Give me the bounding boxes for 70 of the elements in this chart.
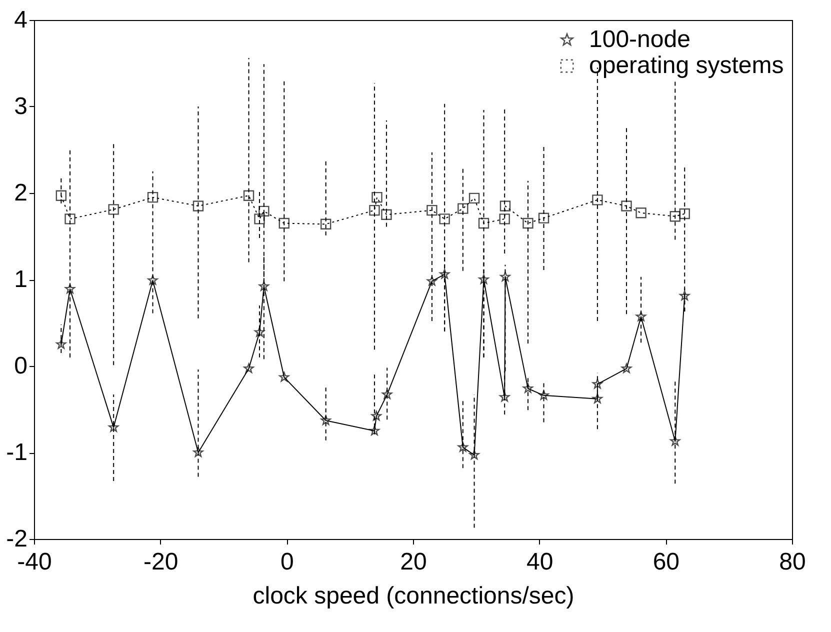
point [254,214,265,224]
point [679,208,690,220]
point [320,415,331,425]
x-tick-label: 80 [779,548,806,576]
x-tick-label: 60 [652,548,680,576]
point [108,204,119,215]
point [592,194,603,206]
point [320,218,332,230]
point [621,200,632,212]
point [522,383,534,393]
y-tick-label: 0 [14,352,28,380]
point [592,378,603,389]
point [636,311,646,322]
point [670,211,680,222]
point [382,389,392,399]
point [369,204,380,216]
point [258,281,270,291]
x-tick-label: 40 [526,548,554,576]
point [147,192,158,203]
point [592,394,603,404]
point [426,204,438,216]
point [372,192,382,203]
point [478,274,489,284]
point [192,200,204,212]
point [148,275,158,285]
point [56,190,67,201]
point [371,410,382,421]
point [64,284,76,294]
point [258,206,270,217]
point [439,214,450,224]
point [426,276,438,286]
x-tick-label: -20 [143,548,178,576]
point [621,363,632,374]
x-axis-title: clock speed (connections/sec) [252,582,574,610]
point [108,422,119,432]
legend-label: 100-node [589,26,690,53]
point [499,214,510,224]
point [500,272,510,282]
point [278,218,290,229]
point [522,218,534,229]
point [64,214,76,224]
point [279,372,290,382]
point [244,363,254,374]
point [680,290,690,300]
point [439,268,450,279]
legend-label: operating systems [589,52,784,79]
point [499,392,510,402]
point [468,192,480,204]
point [254,326,265,337]
point [538,390,549,400]
point [538,212,550,224]
y-tick-label: 3 [14,93,28,120]
point [458,203,468,214]
point [670,436,680,446]
point [369,426,380,436]
point [469,450,480,460]
point [381,209,392,220]
y-tick-label: 4 [14,6,28,34]
point [458,442,468,452]
y-tick-label: 1 [14,266,28,293]
point [500,200,511,212]
y-tick-label: -1 [6,439,28,466]
point [243,190,254,201]
point [193,447,204,457]
x-tick-label: 0 [280,548,294,576]
y-tick-label: 2 [14,180,28,206]
point [478,218,490,229]
point [56,339,66,349]
x-tick-label: 20 [400,548,427,576]
point [636,208,646,218]
